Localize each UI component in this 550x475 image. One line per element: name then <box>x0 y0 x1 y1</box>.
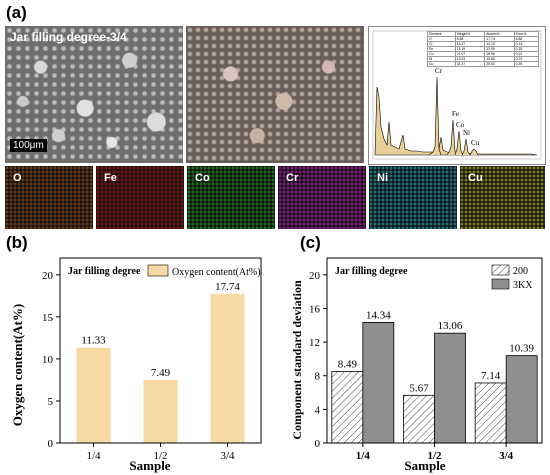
chart-c-xtick-label: 1/4 <box>356 450 371 462</box>
chart-b-bar <box>210 293 245 443</box>
chart-b-legend-label: Oxygen content(At%) <box>172 267 261 278</box>
element-map-ni: Ni <box>369 166 457 229</box>
panel-c-letter: (c) <box>300 233 321 252</box>
element-map-cr: Cr <box>278 166 366 229</box>
eds-peak-label: Cu <box>471 139 480 147</box>
sem-title: Jar filling degree-3/4 <box>10 30 127 44</box>
chart-b-data-label: 11.33 <box>81 335 106 347</box>
chart-c-bar-3kx <box>434 332 466 444</box>
chart-b-bar <box>143 380 178 443</box>
eds-table-row: Cu 31.47 25.53 0.39 <box>427 61 540 67</box>
chart-c-data-label: 13.06 <box>438 320 463 332</box>
eds-table-cell: 0.39 <box>513 61 540 67</box>
chart-c-legend-label-200: 200 <box>513 266 528 277</box>
chart-c-xlabel: Sample <box>404 458 445 473</box>
chart-c-ytick-label: 20 <box>309 270 321 282</box>
chart-b: Oxygen content(At%) Sample Jar filling d… <box>10 257 262 473</box>
element-map-cu: Cu <box>460 166 545 229</box>
chart-c-ytick-label: 8 <box>315 371 321 383</box>
map-label: Ni <box>377 172 388 184</box>
chart-c-legend-swatch-200 <box>491 264 510 276</box>
chart-c-ytick-label: 0 <box>315 438 321 450</box>
chart-c-xtick-label: 1/2 <box>427 450 442 462</box>
eds-peak-label: Fe <box>452 110 459 118</box>
chart-c-bar-3kx <box>505 355 538 444</box>
chart-b-legend-swatch <box>147 264 169 277</box>
chart-b-frame <box>59 257 262 444</box>
chart-b-annotation: Jar filling degree <box>68 266 141 277</box>
panel-b-letter: (b) <box>6 233 28 252</box>
chart-c-frame <box>326 257 543 444</box>
chart-c-data-label: 5.67 <box>409 382 429 394</box>
chart-c-ytick-label: 4 <box>315 404 321 416</box>
eds-composition-table: Element Weight% Atomic% Error% O 5.56 17.7… <box>427 31 540 67</box>
chart-c-bar-200 <box>331 371 364 444</box>
map-label: O <box>13 172 22 184</box>
chart-c-ylabel: Component standard deviation <box>290 280 304 440</box>
chart-b-ytick-label: 5 <box>48 396 54 408</box>
eds-table-cell: 31.47 <box>454 61 486 67</box>
map-label: Co <box>195 172 210 184</box>
chart-b-xtick-label: 1/2 <box>153 450 167 462</box>
eds-table-cell: Cu <box>427 61 456 67</box>
chart-c-data-label: 7.14 <box>481 370 501 382</box>
chart-b-data-label: 17.74 <box>215 281 240 293</box>
chart-c-xtick-label: 3/4 <box>499 450 514 462</box>
chart-c-ytick-label: 16 <box>309 303 321 315</box>
chart-c-ytick-label: 12 <box>309 337 320 349</box>
eds-spectrum: Cr Fe Co Ni Cu Element Weight% Atomic% E… <box>368 26 546 165</box>
chart-c-bar-3kx <box>362 322 395 444</box>
chart-b-ytick-label: 15 <box>42 312 54 324</box>
chart-b-ytick-label: 20 <box>42 270 54 282</box>
chart-b-xtick-label: 3/4 <box>220 450 235 462</box>
chart-c-legend-label-3kx: 3KX <box>513 280 533 291</box>
chart-c: Component standard deviation Sample Jar … <box>290 257 543 473</box>
map-label: Fe <box>104 172 117 184</box>
chart-b-ytick-label: 10 <box>42 354 54 366</box>
eds-peak-label: Co <box>456 121 465 129</box>
chart-b-xlabel: Sample <box>129 458 170 473</box>
chart-c-bar-200 <box>474 382 507 444</box>
chart-c-bar-200 <box>403 394 435 444</box>
chart-c-data-label: 10.39 <box>509 343 534 355</box>
eds-overlay-image <box>186 26 364 163</box>
element-map-fe: Fe <box>96 166 184 229</box>
chart-c-data-label: 14.34 <box>366 309 391 321</box>
chart-b-bar <box>76 347 111 443</box>
chart-c-legend-swatch-3kx <box>491 278 510 290</box>
eds-table-row: Co 21.07 18.96 0.22 <box>427 51 540 57</box>
chart-b-xtick-label: 1/4 <box>86 450 101 462</box>
sem-image: Jar filling degree-3/4 100μm <box>5 26 183 163</box>
element-map-co: Co <box>187 166 275 229</box>
map-label: Cr <box>286 172 299 184</box>
chart-b-ylabel: Oxygen content(At%) <box>10 304 25 426</box>
map-label: Cu <box>468 172 483 184</box>
chart-b-data-label: 7.49 <box>151 367 171 379</box>
eds-peak-label: Ni <box>463 129 470 137</box>
panel-a-letter: (a) <box>6 3 27 22</box>
eds-peak-label: Cr <box>435 67 443 75</box>
chart-c-annotation: Jar filling degree <box>335 266 408 277</box>
chart-b-ytick-label: 0 <box>48 438 54 450</box>
element-map-o: O <box>5 166 93 229</box>
scale-bar: 100μm <box>10 139 47 152</box>
eds-table-cell: 25.53 <box>484 61 515 67</box>
chart-c-data-label: 8.49 <box>338 359 358 371</box>
